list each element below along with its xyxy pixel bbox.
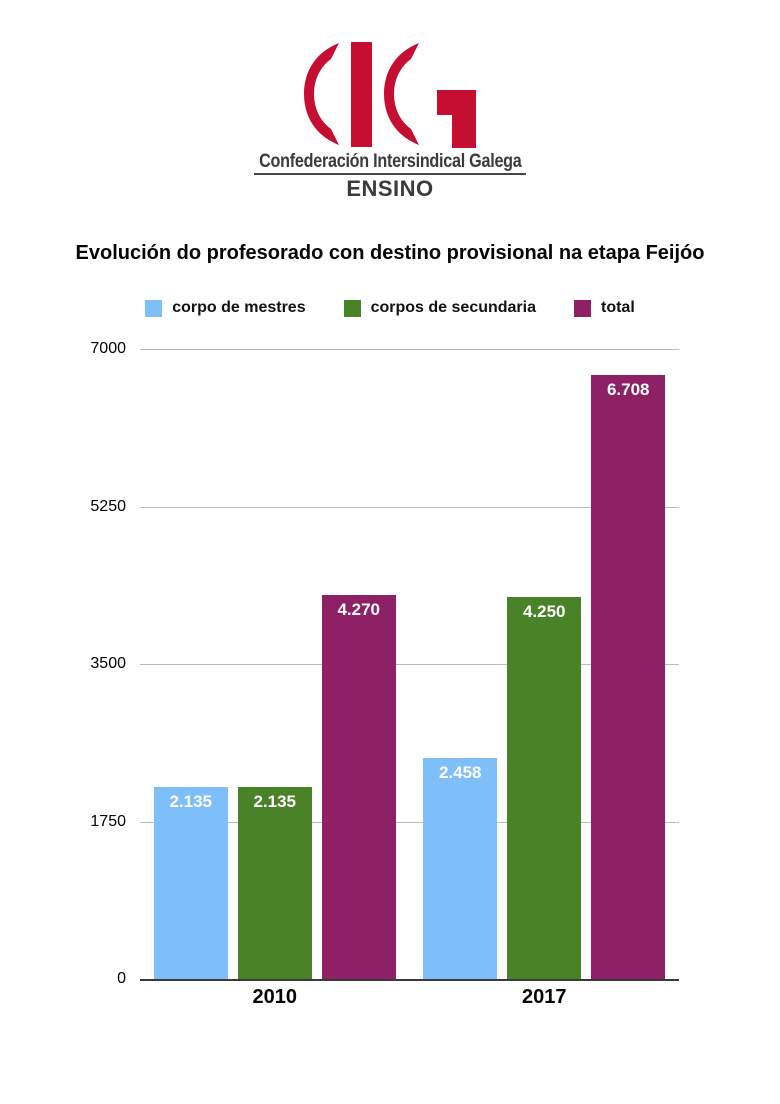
bar: 2.135 [237, 787, 312, 979]
legend-label: corpos de secundaria [370, 299, 536, 316]
logo-letter-c-icon [304, 43, 339, 145]
bar-group: 2.135 2.135 4.270 [140, 349, 410, 979]
legend-label: corpo de mestres [172, 299, 306, 316]
legend-item: total [574, 299, 635, 317]
y-axis: 0 1750 3500 5250 7000 [0, 341, 126, 987]
bar: 2.458 [423, 758, 498, 979]
x-axis-label: 2010 [252, 986, 298, 1008]
legend-swatch-icon [343, 299, 361, 317]
y-tick-label: 3500 [90, 655, 126, 672]
legend-item: corpos de secundaria [343, 299, 536, 317]
bar-group: 2.458 4.250 6.708 [410, 349, 680, 979]
bar-value-label: 4.250 [522, 602, 566, 621]
chart-title: Evolución do profesorado con destino pro… [75, 242, 705, 264]
bar: 6.708 [591, 375, 666, 979]
org-name: Confederación Intersindical Galega [258, 151, 522, 172]
legend-swatch-icon [145, 299, 163, 317]
legend-item: corpo de mestres [145, 299, 306, 317]
gridline [140, 506, 679, 508]
legend-swatch-icon [574, 299, 591, 317]
bar-groups: 2.135 2.135 4.270 2.458 4.250 6.708 [140, 349, 679, 979]
bar-chart: 0 1750 3500 5250 7000 2.135 2.135 4.270 2.458 4.… [0, 341, 780, 1029]
cig-logo-glyphs [304, 42, 476, 148]
bar-value-label: 2.458 [438, 763, 482, 782]
bar-value-label: 6.708 [606, 380, 650, 399]
x-axis-labels: 2010 2017 [140, 986, 679, 1009]
org-subtitle: ENSINO [346, 176, 434, 201]
gridline [140, 664, 679, 665]
y-tick-label: 7000 [90, 340, 126, 357]
logo-letter-i-icon [351, 42, 372, 147]
bar-value-label: 4.270 [337, 600, 381, 619]
bar-value-label: 2.135 [253, 792, 297, 811]
logo-letter-g-arc-icon [384, 43, 419, 145]
legend: corpo de mestres corpos de secundaria tota… [0, 299, 780, 317]
gridline [140, 349, 679, 350]
plot-area [140, 349, 679, 981]
y-tick-label: 1750 [90, 812, 126, 830]
y-tick-label: 0 [117, 970, 126, 987]
legend-label: total [601, 299, 635, 316]
bar-value-label: 2.135 [169, 792, 213, 811]
y-tick-label: 5250 [90, 497, 126, 515]
x-axis-label: 2017 [522, 986, 567, 1008]
cig-logo: Confederación Intersindical Galega ENSIN… [0, 42, 780, 200]
bar: 4.250 [507, 597, 582, 979]
logo-underline [254, 173, 526, 175]
bar: 4.270 [321, 595, 396, 979]
bar: 2.135 [153, 787, 228, 979]
gridline [140, 821, 679, 823]
logo-letter-g-tail-icon [437, 90, 476, 148]
x-axis-line [140, 979, 679, 981]
